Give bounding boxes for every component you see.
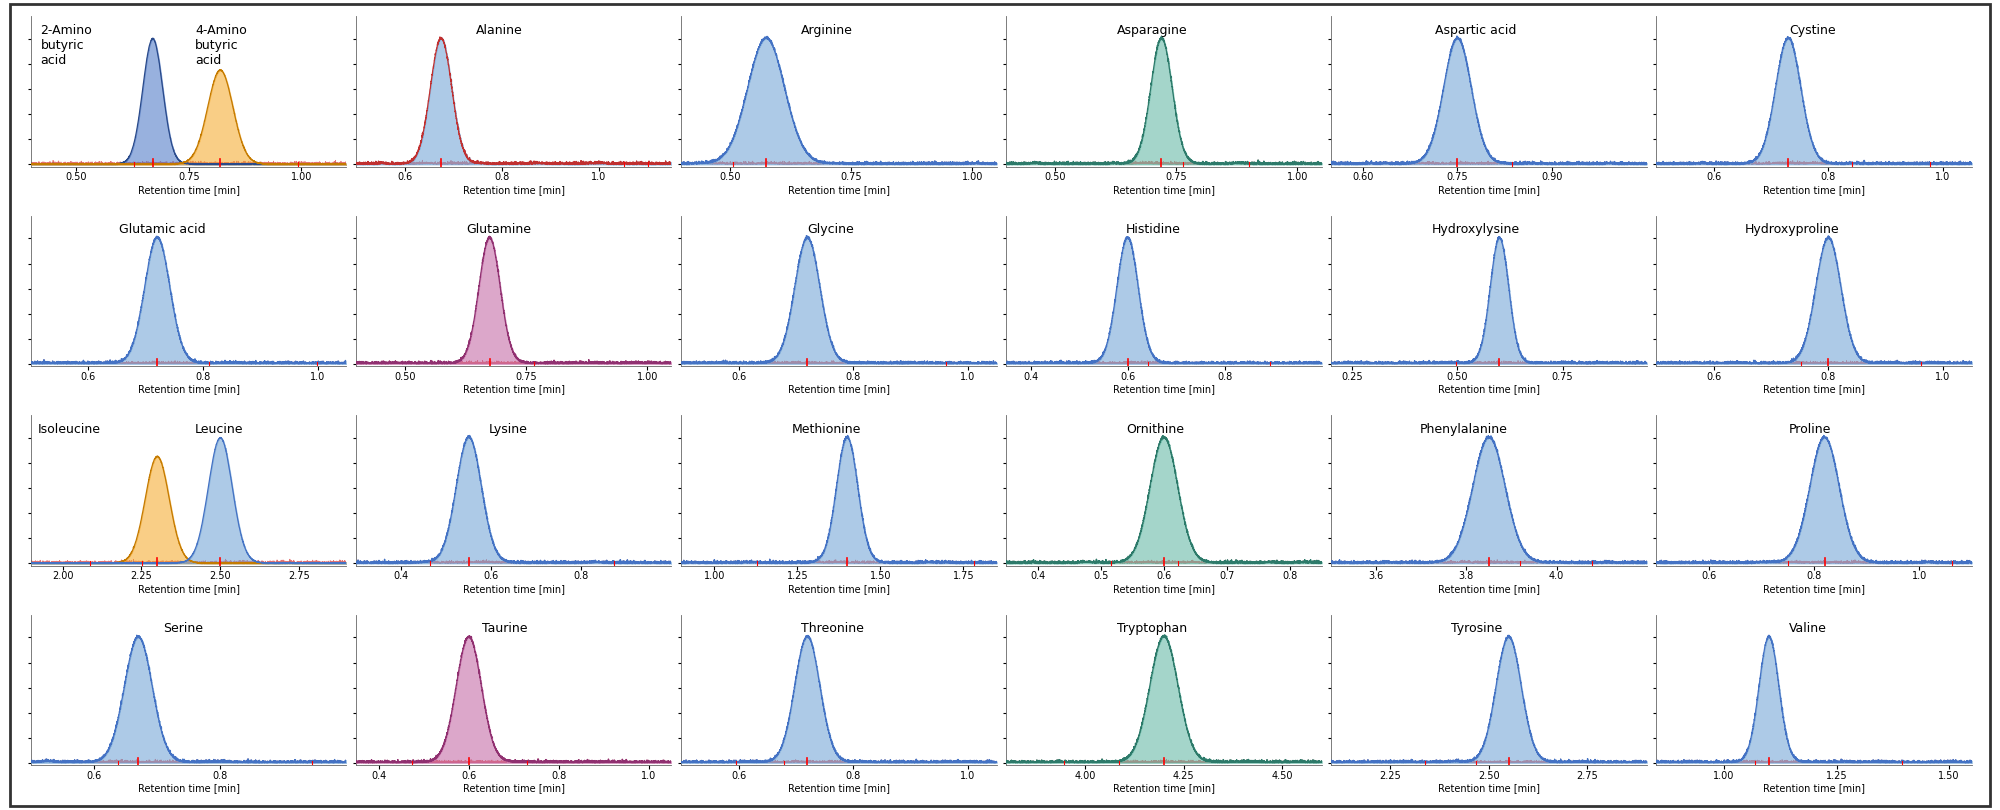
Text: Glutamine: Glutamine [466,224,532,237]
X-axis label: Retention time [min]: Retention time [min] [1764,783,1866,794]
Text: Valine: Valine [1788,622,1826,635]
X-axis label: Retention time [min]: Retention time [min] [462,385,564,394]
X-axis label: Retention time [min]: Retention time [min] [1438,385,1540,394]
X-axis label: Retention time [min]: Retention time [min] [138,385,240,394]
Text: Leucine: Leucine [196,423,244,436]
X-axis label: Retention time [min]: Retention time [min] [138,185,240,195]
X-axis label: Retention time [min]: Retention time [min] [1438,783,1540,794]
Text: 4-Amino
butyric
acid: 4-Amino butyric acid [196,24,246,67]
Text: Aspartic acid: Aspartic acid [1436,24,1516,37]
X-axis label: Retention time [min]: Retention time [min] [788,783,890,794]
Text: Phenylalanine: Phenylalanine [1420,423,1508,436]
X-axis label: Retention time [min]: Retention time [min] [462,783,564,794]
Text: Proline: Proline [1788,423,1832,436]
X-axis label: Retention time [min]: Retention time [min] [462,185,564,195]
X-axis label: Retention time [min]: Retention time [min] [1112,584,1214,594]
Text: Tyrosine: Tyrosine [1452,622,1502,635]
Text: Asparagine: Asparagine [1116,24,1188,37]
Text: Arginine: Arginine [802,24,852,37]
Text: Serine: Serine [164,622,204,635]
Text: Ornithine: Ornithine [1126,423,1184,436]
X-axis label: Retention time [min]: Retention time [min] [1438,584,1540,594]
Text: Alanine: Alanine [476,24,522,37]
X-axis label: Retention time [min]: Retention time [min] [138,584,240,594]
X-axis label: Retention time [min]: Retention time [min] [1764,584,1866,594]
Text: Lysine: Lysine [488,423,528,436]
X-axis label: Retention time [min]: Retention time [min] [1438,185,1540,195]
X-axis label: Retention time [min]: Retention time [min] [788,584,890,594]
X-axis label: Retention time [min]: Retention time [min] [138,783,240,794]
X-axis label: Retention time [min]: Retention time [min] [788,385,890,394]
Text: Threonine: Threonine [802,622,864,635]
Text: Isoleucine: Isoleucine [38,423,100,436]
Text: Hydroxylysine: Hydroxylysine [1432,224,1520,237]
X-axis label: Retention time [min]: Retention time [min] [788,185,890,195]
Text: Tryptophan: Tryptophan [1116,622,1186,635]
Text: Methionine: Methionine [792,423,860,436]
X-axis label: Retention time [min]: Retention time [min] [1112,385,1214,394]
Text: Glutamic acid: Glutamic acid [120,224,206,237]
Text: Cystine: Cystine [1788,24,1836,37]
X-axis label: Retention time [min]: Retention time [min] [1112,783,1214,794]
X-axis label: Retention time [min]: Retention time [min] [1112,185,1214,195]
Text: Glycine: Glycine [808,224,854,237]
Text: Taurine: Taurine [482,622,528,635]
X-axis label: Retention time [min]: Retention time [min] [462,584,564,594]
Text: Hydroxyproline: Hydroxyproline [1744,224,1840,237]
Text: Histidine: Histidine [1126,224,1180,237]
X-axis label: Retention time [min]: Retention time [min] [1764,185,1866,195]
X-axis label: Retention time [min]: Retention time [min] [1764,385,1866,394]
Text: 2-Amino
butyric
acid: 2-Amino butyric acid [40,24,92,67]
